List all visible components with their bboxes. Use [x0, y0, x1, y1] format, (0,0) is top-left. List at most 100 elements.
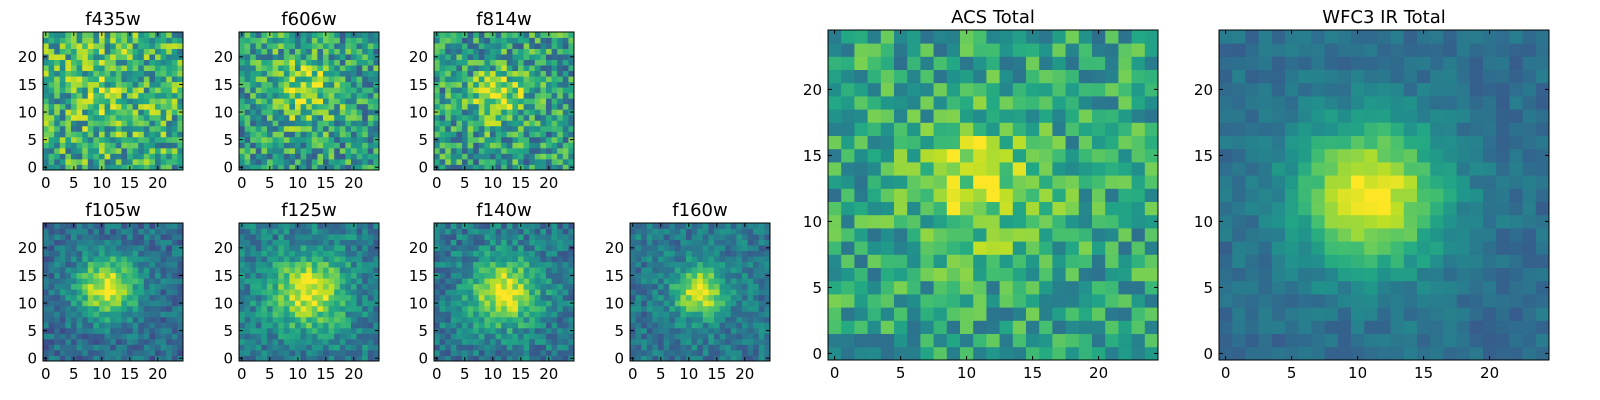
- heatmap-cell: [132, 338, 139, 345]
- heatmap-cell: [674, 311, 681, 318]
- heatmap-cell: [557, 125, 564, 132]
- heatmap-cell: [177, 267, 184, 274]
- heatmap-cell: [160, 327, 167, 334]
- heatmap-cell: [933, 320, 948, 334]
- heatmap-cell: [742, 311, 748, 318]
- heatmap-cell: [76, 322, 83, 329]
- heatmap-cell: [283, 239, 290, 246]
- heatmap-cell: [311, 120, 318, 127]
- heatmap-cell: [946, 307, 961, 321]
- heatmap-cell: [495, 54, 502, 60]
- heatmap-cell: [501, 142, 508, 149]
- heatmap-cell: [250, 338, 257, 345]
- heatmap-cell: [261, 228, 268, 235]
- heatmap-cell: [160, 158, 167, 165]
- heatmap-cell: [646, 344, 653, 351]
- heatmap-cell: [300, 245, 307, 251]
- heatmap-cell: [278, 311, 285, 318]
- heatmap-cell: [512, 114, 519, 121]
- heatmap-cell: [356, 300, 363, 307]
- heatmap-cell: [367, 54, 374, 60]
- heatmap-cell: [1052, 280, 1066, 295]
- heatmap-cell: [501, 103, 508, 110]
- heatmap-cell: [1078, 320, 1093, 334]
- heatmap-cell: [462, 48, 468, 55]
- heatmap-cell: [48, 131, 55, 138]
- heatmap-cell: [867, 228, 882, 242]
- heatmap-cell: [686, 289, 692, 296]
- heatmap-cell: [1012, 320, 1027, 334]
- heatmap-cell: [177, 142, 184, 149]
- heatmap-cell: [311, 316, 318, 323]
- heatmap-cell: [115, 120, 122, 127]
- heatmap-cell: [562, 305, 569, 312]
- heatmap-cell: [680, 239, 687, 246]
- heatmap-cell: [1039, 241, 1053, 255]
- heatmap-cell: [362, 344, 369, 351]
- heatmap-cell: [339, 136, 346, 143]
- heatmap-cell: [289, 349, 296, 356]
- heatmap-cell: [356, 109, 363, 116]
- heatmap-cell: [76, 136, 83, 143]
- heatmap-cell: [345, 81, 352, 88]
- heatmap-cell: [669, 245, 676, 251]
- heatmap-cell: [490, 349, 496, 356]
- heatmap-cell: [59, 355, 66, 362]
- heatmap-cell: [484, 256, 491, 263]
- y-tick-label: 15: [409, 267, 428, 285]
- heatmap-cell: [334, 228, 341, 235]
- heatmap-cell: [747, 344, 754, 351]
- heatmap-cell: [867, 254, 882, 268]
- heatmap-cell: [300, 70, 307, 77]
- heatmap-cell: [484, 65, 491, 72]
- heatmap-cell: [434, 158, 440, 165]
- heatmap-cell: [686, 261, 692, 268]
- heatmap-cell: [93, 322, 100, 329]
- heatmap-cell: [764, 294, 771, 301]
- heatmap-cell: [334, 316, 341, 323]
- heatmap-cell: [568, 120, 575, 127]
- heatmap-cell: [534, 267, 541, 274]
- heatmap-cell: [529, 333, 536, 340]
- x-tick-label: 15: [120, 174, 139, 192]
- heatmap-cell: [71, 267, 77, 274]
- heatmap-cell: [534, 59, 541, 66]
- heatmap-cell: [71, 147, 77, 154]
- heatmap-cell: [121, 234, 128, 240]
- heatmap-cell: [973, 320, 987, 334]
- heatmap-cell: [171, 81, 178, 88]
- heatmap-cell: [272, 311, 279, 318]
- heatmap-cell: [456, 261, 463, 268]
- heatmap-cell: [93, 256, 100, 263]
- heatmap-cell: [87, 48, 94, 55]
- heatmap-cell: [339, 158, 346, 165]
- heatmap-cell: [434, 153, 440, 160]
- heatmap-cell: [973, 175, 987, 189]
- heatmap-cell: [138, 158, 145, 165]
- heatmap-cell: [534, 228, 541, 235]
- heatmap-cell: [323, 98, 329, 105]
- heatmap-cell: [450, 59, 457, 66]
- heatmap-cell: [495, 327, 502, 334]
- heatmap-cell: [518, 289, 524, 296]
- heatmap-cell: [529, 349, 536, 356]
- heatmap-cell: [562, 338, 569, 345]
- y-tick-label: 10: [18, 294, 37, 312]
- heatmap-cell: [946, 201, 961, 216]
- heatmap-cell: [562, 239, 569, 246]
- heatmap-cell: [456, 294, 463, 301]
- heatmap-cell: [166, 250, 173, 257]
- heatmap-cell: [473, 338, 480, 345]
- y-tick-label: 5: [223, 322, 233, 340]
- heatmap-cell: [758, 250, 765, 257]
- heatmap-cell: [138, 37, 145, 44]
- heatmap-cell: [495, 272, 502, 279]
- heatmap-cell: [434, 59, 440, 66]
- heatmap-cell: [546, 114, 552, 121]
- heatmap-cell: [495, 48, 502, 55]
- heatmap-cell: [76, 54, 83, 60]
- heatmap-cell: [82, 344, 89, 351]
- heatmap-cell: [121, 136, 128, 143]
- heatmap-cell: [714, 311, 720, 318]
- heatmap-cell: [562, 125, 569, 132]
